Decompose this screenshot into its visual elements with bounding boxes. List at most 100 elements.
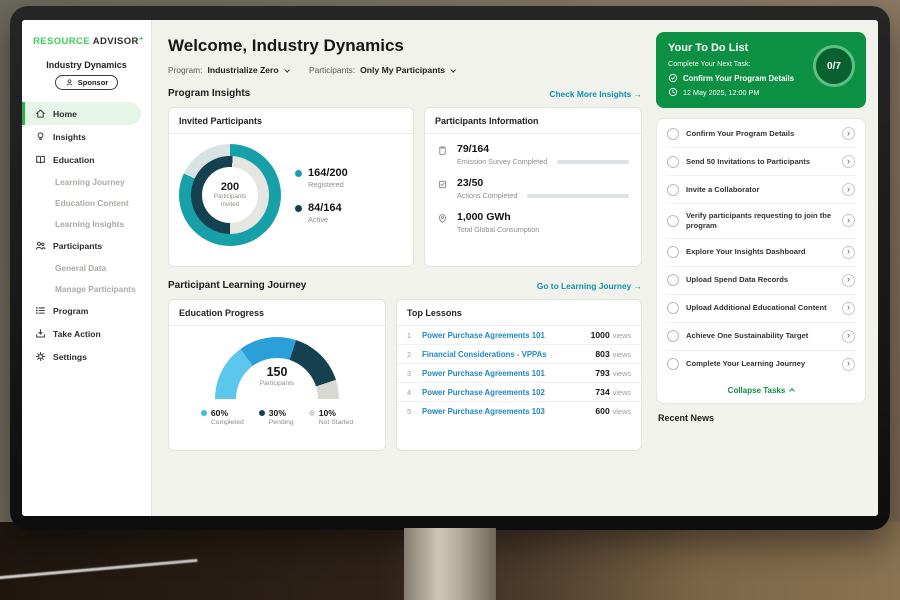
task-row[interactable]: Send 50 Invitations to Participants › (666, 148, 856, 176)
sidebar-item-label: Learning Journey (55, 176, 125, 187)
legend-dot-navy (295, 204, 302, 212)
lesson-row[interactable]: 2 Financial Considerations - VPPAs 803 vi… (397, 345, 641, 364)
program-filter-label: Program: (168, 65, 203, 75)
sidebar-item-settings[interactable]: Settings (22, 345, 141, 368)
lesson-link[interactable]: Power Purchase Agreements 101 (422, 368, 545, 378)
lesson-row[interactable]: 3 Power Purchase Agreements 101 793 views (397, 364, 641, 383)
stat-label: Actions Completed (457, 191, 518, 200)
task-row[interactable]: Upload Additional Educational Content › (666, 295, 856, 323)
sidebar-item-insights[interactable]: Insights (22, 125, 141, 148)
program-filter[interactable]: Program: Industrialize Zero (168, 65, 290, 75)
lesson-views-word: views (612, 331, 631, 340)
brand-plus: + (138, 34, 144, 43)
go-to-learning-journey-link[interactable]: Go to Learning Journey → (536, 280, 642, 291)
sidebar-item-manage-participants[interactable]: Manage Participants (22, 278, 151, 299)
sidebar-item-education-content[interactable]: Education Content (22, 192, 151, 213)
lesson-row[interactable]: 5 Power Purchase Agreements 103 600 views (397, 402, 641, 420)
task-row[interactable]: Upload Spend Data Records › (666, 267, 856, 295)
lightbulb-icon (37, 132, 44, 141)
chevron-right-icon[interactable]: › (842, 273, 855, 287)
chevron-right-icon[interactable]: › (842, 214, 855, 228)
chevron-right-icon[interactable]: › (842, 245, 855, 259)
chevron-right-icon[interactable]: › (842, 155, 855, 168)
task-label: Invite a Collaborator (686, 184, 760, 194)
task-checkbox[interactable] (667, 155, 679, 168)
sidebar-item-participants[interactable]: Participants (22, 234, 141, 257)
stat-row-survey: 79/164 Emission Survey Completed (437, 143, 629, 166)
todo-due: 12 May 2025, 12:00 PM (668, 87, 854, 97)
filters-row: Program: Industrialize Zero Participants… (168, 65, 642, 75)
legend-dot-blue (200, 410, 207, 416)
sidebar-item-label: Learning Insights (55, 218, 125, 229)
sidebar-item-education[interactable]: Education (22, 148, 141, 171)
insights-cards-row: Invited Participants 200 Participants In… (168, 107, 642, 267)
lesson-row[interactable]: 1 Power Purchase Agreements 101 1000 view… (397, 326, 641, 345)
lesson-views-word: views (612, 388, 631, 397)
task-row[interactable]: Explore Your Insights Dashboard › (666, 239, 856, 267)
gauge-chart: 150 Participants (215, 337, 339, 399)
task-row[interactable]: Invite a Collaborator › (666, 176, 856, 204)
task-checkbox[interactable] (667, 127, 679, 140)
lesson-link[interactable]: Power Purchase Agreements 101 (422, 330, 545, 340)
sidebar-item-learning-insights[interactable]: Learning Insights (22, 213, 151, 234)
legend-dot-navy (258, 410, 265, 416)
sidebar-item-general-data[interactable]: General Data (22, 257, 151, 278)
task-label: Explore Your Insights Dashboard (686, 247, 806, 257)
chevron-right-icon[interactable]: › (842, 183, 855, 196)
task-row[interactable]: Confirm Your Program Details › (666, 120, 856, 148)
lesson-link[interactable]: Power Purchase Agreements 103 (422, 406, 545, 416)
sidebar-item-take-action[interactable]: Take Action (22, 322, 141, 345)
task-checkbox[interactable] (667, 302, 679, 315)
chevron-right-icon[interactable]: › (842, 357, 855, 371)
legend-label: Not Started (318, 419, 354, 426)
task-checkbox[interactable] (667, 246, 679, 259)
sidebar-item-learning-journey[interactable]: Learning Journey (22, 171, 151, 192)
people-icon (35, 241, 46, 250)
todo-panel: Your To Do List 0/7 Complete Your Next T… (652, 20, 878, 516)
lesson-link[interactable]: Power Purchase Agreements 102 (422, 387, 545, 397)
legend-item-registered: 164/200 Registered (295, 167, 348, 189)
sidebar-item-label: Program (53, 305, 89, 316)
donut-legend: 164/200 Registered 84/164 Active (295, 167, 348, 224)
check-more-insights-link[interactable]: Check More Insights → (549, 88, 642, 99)
legend-pct: 10% (318, 408, 336, 418)
task-label: Upload Additional Educational Content (686, 303, 827, 313)
todo-next-task[interactable]: Confirm Your Program Details (668, 73, 854, 83)
lesson-views-word: views (612, 407, 631, 416)
sidebar-item-program[interactable]: Program (22, 299, 141, 322)
lesson-row[interactable]: 4 Power Purchase Agreements 102 734 views (397, 383, 641, 402)
chevron-right-icon[interactable]: › (842, 329, 855, 343)
sidebar-item-label: Education (53, 154, 95, 165)
todo-progress-badge: 0/7 (813, 45, 855, 87)
sponsor-badge[interactable]: Sponsor (54, 75, 119, 90)
task-row[interactable]: Verify participants requesting to join t… (666, 204, 856, 239)
collapse-tasks-link[interactable]: Collapse Tasks (666, 378, 856, 402)
sidebar-item-home[interactable]: Home (22, 102, 141, 125)
progress-bar (527, 193, 629, 198)
card-title: Top Lessons (397, 300, 641, 326)
task-row[interactable]: Achieve One Sustainability Target › (666, 323, 856, 351)
chevron-right-icon[interactable]: › (842, 127, 855, 140)
task-checkbox[interactable] (667, 214, 679, 227)
home-icon (36, 109, 45, 118)
chevron-right-icon[interactable]: › (842, 301, 855, 315)
stat-label: Total Global Consumption (457, 225, 540, 234)
participants-information-card: Participants Information 79/164 Emission… (424, 107, 642, 267)
task-checkbox[interactable] (667, 358, 679, 371)
section-title: Program Insights (168, 88, 251, 99)
todo-title: Your To Do List (668, 42, 749, 54)
participants-filter[interactable]: Participants: Only My Participants (309, 65, 457, 75)
chevron-down-icon (283, 66, 290, 74)
task-row[interactable]: Complete Your Learning Journey › (666, 351, 856, 378)
task-checkbox[interactable] (667, 274, 679, 287)
education-progress-card: Education Progress 150 Participants 60% (168, 299, 386, 451)
legend-value: 84/164 (308, 201, 342, 214)
sidebar-item-label: Participants (53, 240, 103, 251)
task-checkbox[interactable] (667, 330, 679, 343)
donut-center: 200 Participants Invited (202, 167, 258, 223)
todo-next-task-label: Confirm Your Program Details (683, 73, 795, 83)
todo-tasks-card: Confirm Your Program Details › Send 50 I… (656, 118, 866, 404)
task-checkbox[interactable] (667, 183, 679, 196)
lesson-link[interactable]: Financial Considerations - VPPAs (422, 349, 547, 359)
